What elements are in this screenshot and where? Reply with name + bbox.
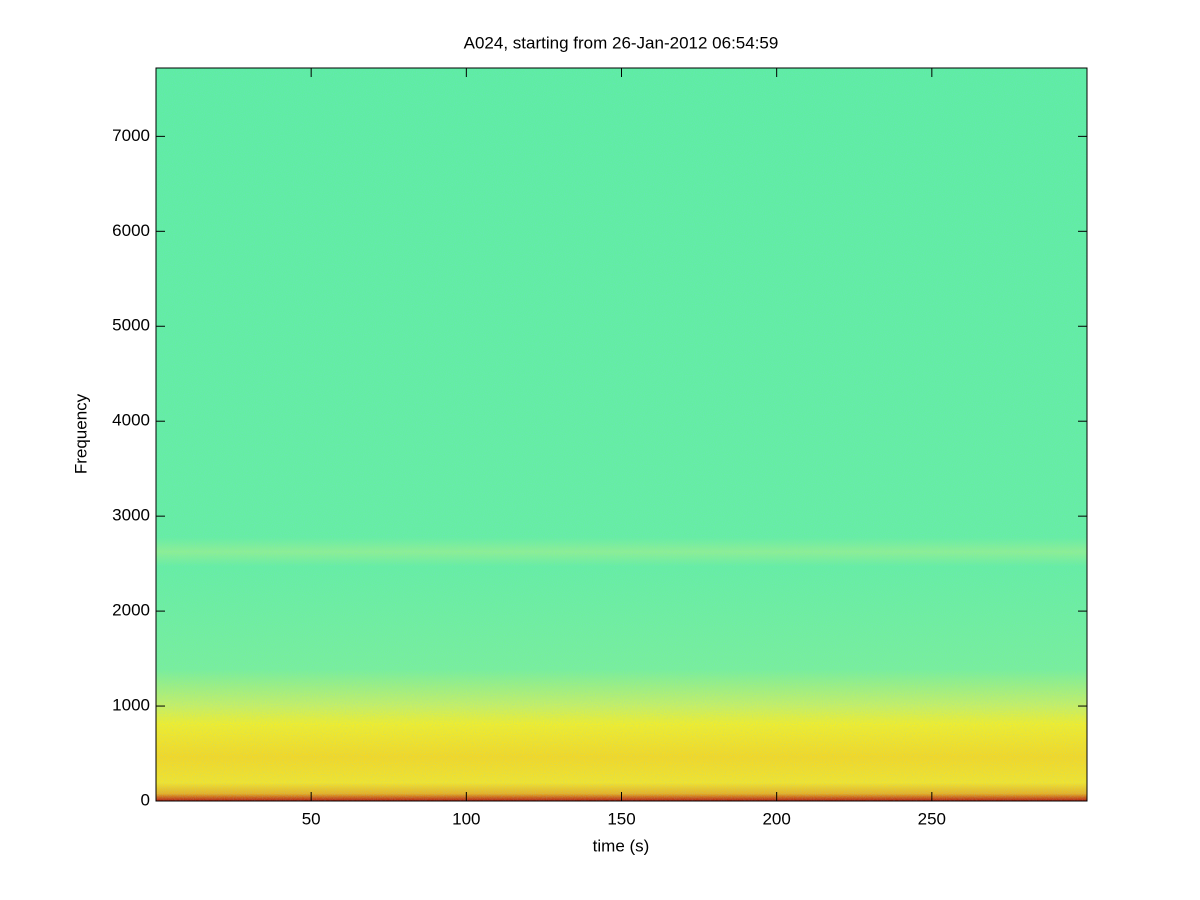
y-tick-label: 1000	[112, 696, 150, 715]
spectrogram-texture	[156, 68, 1087, 801]
y-tick-label: 4000	[112, 411, 150, 430]
y-tick-label: 6000	[112, 221, 150, 240]
y-tick-label: 2000	[112, 601, 150, 620]
y-tick-label: 5000	[112, 316, 150, 335]
y-tick-label: 0	[141, 790, 150, 809]
y-axis-label: Frequency	[71, 393, 90, 474]
x-tick-label: 150	[607, 809, 635, 828]
x-tick-label: 200	[762, 809, 790, 828]
chart-title: A024, starting from 26-Jan-2012 06:54:59	[464, 33, 779, 52]
x-tick-label: 50	[302, 809, 321, 828]
x-tick-label: 100	[452, 809, 480, 828]
x-axis-label: time (s)	[593, 836, 650, 855]
x-tick-label: 250	[918, 809, 946, 828]
y-tick-label: 7000	[112, 126, 150, 145]
y-tick-label: 3000	[112, 506, 150, 525]
